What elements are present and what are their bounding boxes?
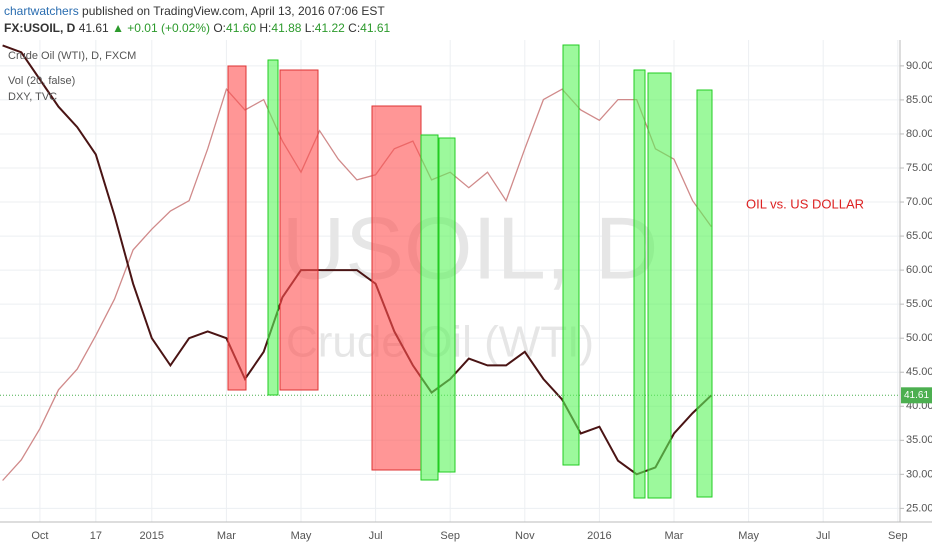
y-tick-label: 35.00 — [906, 434, 932, 446]
zone-green — [647, 72, 672, 499]
legend-item: Crude Oil (WTI), D, FXCM — [8, 50, 136, 62]
y-tick-label: 30.00 — [906, 468, 932, 480]
zone-green — [633, 69, 646, 499]
x-tick-label: Oct — [31, 530, 48, 542]
zone-green — [562, 44, 580, 466]
ohlc-key: L: — [304, 21, 315, 35]
symbol: FX:USOIL, D — [4, 21, 76, 35]
y-tick-label: 80.00 — [906, 128, 932, 140]
last-price-label: 41.61 — [904, 390, 929, 401]
x-tick-label: May — [291, 530, 312, 542]
header-line: chartwatchers published on TradingView.c… — [4, 3, 390, 20]
ohlc-value: 41.61 — [360, 21, 391, 35]
zone-green — [696, 89, 713, 498]
ohlc: O:41.60 H:41.88 L:41.22 C:41.61 — [213, 21, 390, 35]
x-tick-label: 17 — [90, 530, 102, 542]
axis-labels: 25.0030.0035.0040.0045.0050.0055.0060.00… — [31, 60, 932, 542]
y-tick-label: 75.00 — [906, 162, 932, 174]
y-tick-label: 45.00 — [906, 366, 932, 378]
ohlc-key: O: — [213, 21, 227, 35]
ohlc-key: C: — [348, 21, 361, 35]
published: published on TradingView.com, April 13, … — [82, 4, 385, 18]
ohlc-value: 41.60 — [226, 21, 257, 35]
last: 41.61 — [78, 21, 109, 35]
y-tick-label: 55.00 — [906, 298, 932, 310]
x-tick-label: 2016 — [587, 530, 611, 542]
ohlc-value: 41.88 — [271, 21, 302, 35]
x-tick-label: Jul — [369, 530, 383, 542]
ohlc-value: 41.22 — [314, 21, 345, 35]
y-tick-label: 70.00 — [906, 196, 932, 208]
x-tick-label: Jul — [816, 530, 830, 542]
ohlc-key: H: — [259, 21, 272, 35]
x-tick-label: Mar — [217, 530, 236, 542]
series-line — [2, 44, 712, 476]
author[interactable]: chartwatchers — [4, 4, 79, 18]
y-tick-label: 85.00 — [906, 94, 932, 106]
header: chartwatchers published on TradingView.c… — [4, 3, 390, 37]
x-tick-label: Sep — [888, 530, 908, 542]
watermark-symbol: USOIL, D — [282, 198, 659, 297]
series-line — [2, 87, 712, 481]
x-tick-label: Mar — [665, 530, 684, 542]
y-tick-label: 90.00 — [906, 60, 932, 72]
change: ▲ +0.01 (+0.02%) — [112, 21, 210, 35]
y-tick-label: 60.00 — [906, 264, 932, 276]
y-tick-label: 65.00 — [906, 230, 932, 242]
last-price-box — [901, 387, 932, 404]
legend-item: Vol (20, false) — [8, 75, 75, 87]
zone-green — [267, 59, 279, 396]
y-tick-label: 25.00 — [906, 502, 932, 514]
zone-red — [227, 65, 247, 391]
legend-item: DXY, TVC — [8, 91, 57, 103]
annotation: OIL vs. US DOLLAR — [746, 196, 864, 211]
zone-green — [438, 137, 456, 473]
highlight-zones — [227, 44, 713, 499]
zone-green — [420, 134, 439, 481]
y-tick-label: 50.00 — [906, 332, 932, 344]
zone-red — [279, 69, 319, 391]
symbol-line: FX:USOIL, D 41.61 ▲ +0.01 (+0.02%) O:41.… — [4, 20, 390, 37]
x-tick-label: May — [738, 530, 759, 542]
x-tick-label: Sep — [440, 530, 460, 542]
zone-red — [371, 105, 422, 471]
x-tick-label: Nov — [515, 530, 535, 542]
x-tick-label: 2015 — [140, 530, 164, 542]
